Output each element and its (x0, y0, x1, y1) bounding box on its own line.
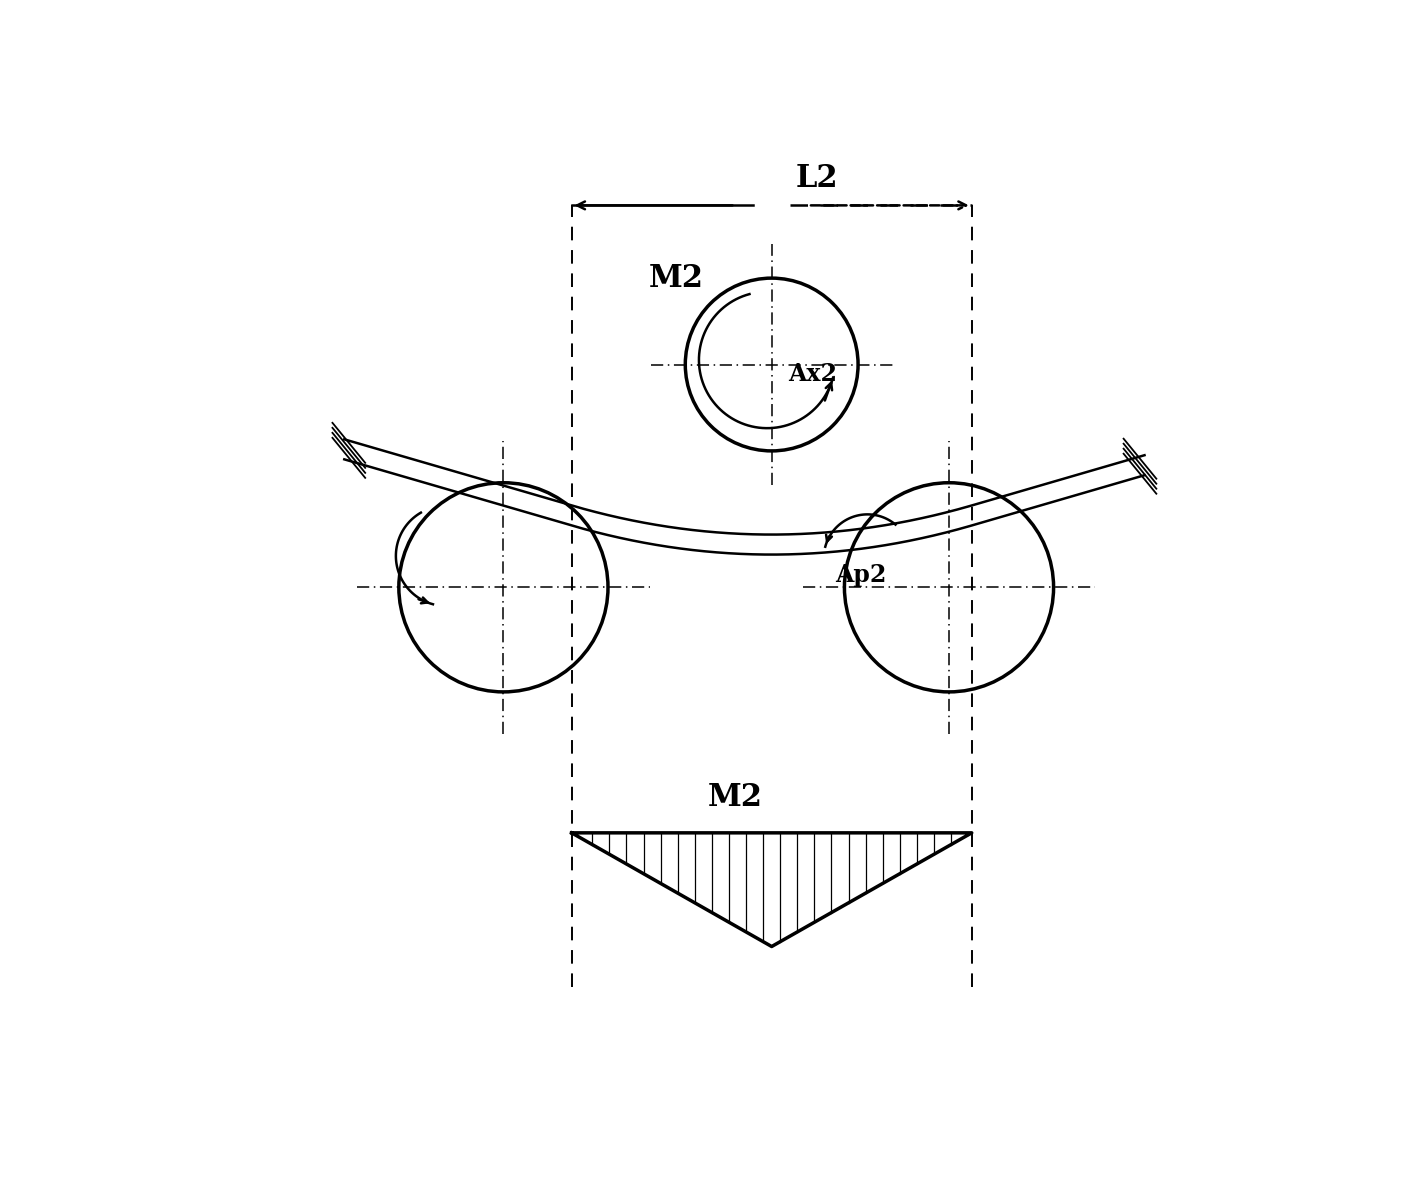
Text: Ax2: Ax2 (788, 361, 837, 386)
Text: M2: M2 (649, 262, 704, 294)
Text: L2: L2 (796, 163, 839, 195)
Text: Ap2: Ap2 (836, 562, 887, 587)
Text: M2: M2 (708, 782, 762, 813)
